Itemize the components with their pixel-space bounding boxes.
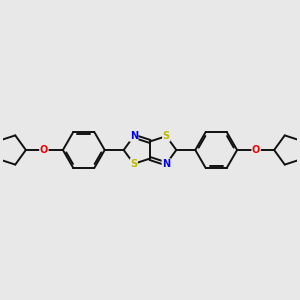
Text: O: O [40,145,48,155]
Text: N: N [162,159,170,169]
Text: S: S [130,159,137,169]
Text: O: O [252,145,260,155]
Text: S: S [163,131,170,141]
Text: N: N [130,131,138,141]
